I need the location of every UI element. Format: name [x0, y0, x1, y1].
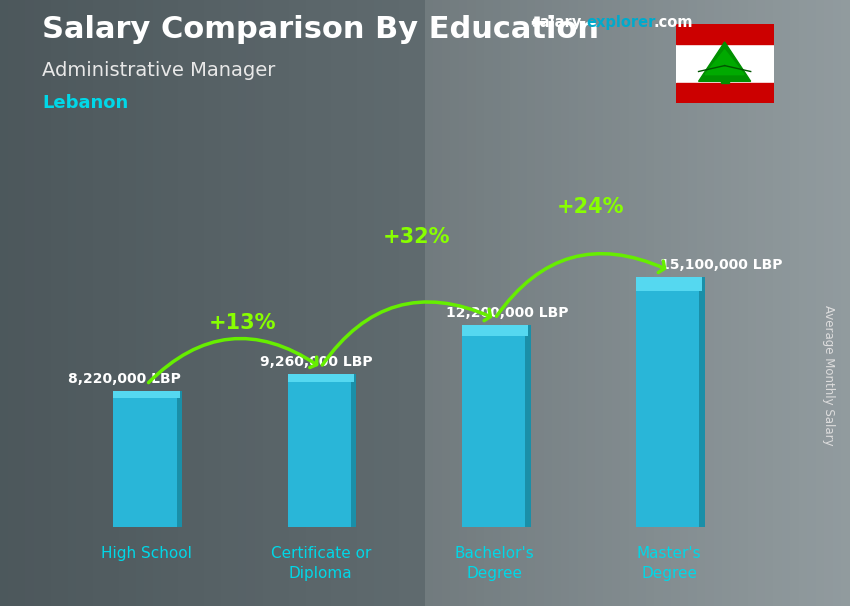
Text: +24%: +24% [557, 198, 625, 218]
Polygon shape [706, 50, 744, 75]
Bar [287, 374, 354, 382]
Bar [721, 79, 728, 84]
Text: 12,200,000 LBP: 12,200,000 LBP [446, 306, 569, 320]
Text: +32%: +32% [382, 227, 450, 247]
Bar [177, 391, 182, 527]
Bar [700, 277, 705, 527]
Text: 9,260,000 LBP: 9,260,000 LBP [260, 355, 372, 369]
Bar [462, 325, 528, 336]
Text: salary: salary [531, 15, 581, 30]
Bar [525, 325, 530, 527]
Text: +13%: +13% [208, 313, 276, 333]
Bar [636, 277, 702, 527]
Text: Average Monthly Salary: Average Monthly Salary [822, 305, 836, 446]
Text: 8,220,000 LBP: 8,220,000 LBP [68, 372, 181, 386]
Bar [676, 84, 774, 103]
Text: Administrative Manager: Administrative Manager [42, 61, 276, 79]
Bar [114, 391, 179, 527]
Bar [462, 325, 528, 527]
Text: 15,100,000 LBP: 15,100,000 LBP [660, 258, 783, 272]
Polygon shape [699, 42, 751, 81]
Bar [287, 374, 354, 527]
Bar [636, 277, 702, 290]
Bar [676, 24, 774, 44]
Bar [351, 374, 356, 527]
Text: explorer: explorer [586, 15, 656, 30]
Text: Salary Comparison By Education: Salary Comparison By Education [42, 15, 599, 44]
Text: Lebanon: Lebanon [42, 94, 128, 112]
Text: .com: .com [654, 15, 693, 30]
Bar [114, 391, 179, 398]
